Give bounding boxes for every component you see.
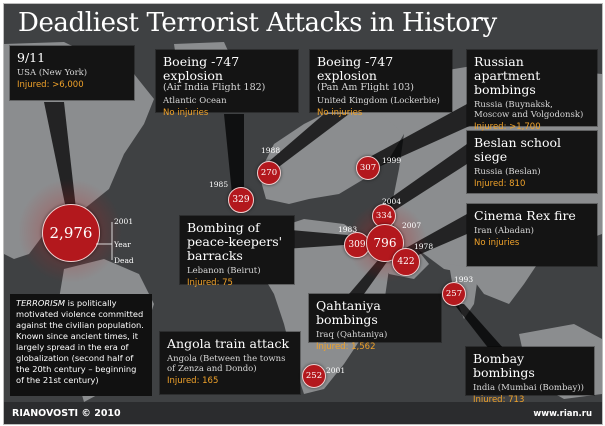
card-angola-location: Angola (Between the towns of Zenza and D… — [167, 354, 286, 374]
year-beslan: 2004 — [382, 197, 402, 206]
card-cinema-rex-injured: No injuries — [474, 238, 520, 248]
year-qahtaniya: 2007 — [402, 221, 422, 230]
callout-beam-pan-am — [266, 114, 349, 169]
page-title: Deadliest Terrorist Attacks in History — [18, 8, 497, 38]
card-bombay: Bombay bombings India (Mumbai (Bombay)) … — [466, 347, 594, 405]
card-bombay-title: Bombay bombings — [473, 351, 535, 380]
card-bombay-location: India (Mumbai (Bombay)) — [473, 383, 584, 393]
card-911: 9/11 USA (New York) Injured: >6,000 — [10, 46, 134, 100]
card-pan-am-injured: No injuries — [317, 108, 363, 118]
card-cinema-rex: Cinema Rex fire Iran (Abadan) No injurie… — [467, 204, 597, 266]
marker-cinema-rex: 422 — [392, 248, 420, 276]
note-term: TERRORISM — [16, 298, 66, 308]
card-beslan-title: Beslan school siege — [474, 135, 561, 164]
card-air-india: Boeing -747 explosion (Air India Flight … — [156, 50, 298, 118]
brand-logo: RIANOVOSTI © 2010 — [12, 408, 121, 419]
note-text: is politically motivated violence commit… — [16, 298, 144, 385]
card-angola-injured: Injured: 165 — [167, 376, 219, 386]
card-air-india-injured: No injuries — [163, 108, 209, 118]
card-russian-apartment-injured: Injured: >1,700 — [474, 122, 541, 132]
card-911-title: 9/11 — [17, 50, 46, 65]
card-barracks: Bombing of peace-keepers' barracks Leban… — [180, 216, 294, 288]
card-pan-am: Boeing -747 explosion (Pan Am Flight 103… — [310, 50, 452, 118]
card-cinema-rex-location: Iran (Abadan) — [474, 226, 534, 236]
marker-cinema-rex-deaths: 422 — [397, 257, 415, 267]
year-angola: 2001 — [326, 366, 346, 375]
card-bombay-injured: Injured: 713 — [473, 395, 525, 405]
card-russian-apartment-title: Russian apartment bombings — [474, 54, 541, 97]
card-barracks-injured: Injured: 75 — [187, 278, 233, 288]
year-911: 2001 — [114, 217, 134, 226]
card-beslan-injured: Injured: 810 — [474, 179, 526, 189]
definition-note: TERRORISM is politically motivated viole… — [10, 294, 152, 396]
legend-connector — [96, 222, 113, 260]
marker-russian-apartment: 307 — [356, 156, 380, 180]
marker-air-india-deaths: 329 — [232, 195, 250, 205]
card-qahtaniya: Qahtaniya bombings Iraq (Qahtaniya) Inju… — [309, 294, 441, 352]
marker-barracks-deaths: 309 — [348, 240, 366, 250]
year-russian-apartment: 1999 — [382, 156, 402, 165]
year-barracks: 1983 — [338, 225, 358, 234]
marker-bombay: 257 — [442, 282, 466, 306]
marker-qahtaniya-deaths: 796 — [373, 236, 397, 250]
card-beslan: Beslan school siege Russia (Beslan) Inju… — [467, 131, 597, 193]
card-qahtaniya-title: Qahtaniya bombings — [316, 298, 381, 327]
marker-russian-apartment-deaths: 307 — [359, 163, 377, 173]
legend-year: Year — [114, 240, 131, 249]
marker-pan-am-deaths: 270 — [260, 168, 278, 178]
marker-beslan-deaths: 334 — [375, 211, 393, 221]
infographic: Deadliest Terrorist Attacks in History 9… — [3, 3, 603, 425]
card-cinema-rex-title: Cinema Rex fire — [474, 208, 576, 223]
year-pan-am: 1988 — [261, 146, 281, 155]
card-air-india-subtitle: (Air India Flight 182) — [163, 82, 266, 93]
card-pan-am-location: United Kingdom (Lockerbie) — [317, 96, 440, 106]
card-911-injured: Injured: >6,000 — [17, 80, 84, 90]
card-russian-apartment-location: Russia (Buynaksk, Moscow and Volgodonsk) — [474, 100, 584, 120]
year-cinema-rex: 1978 — [414, 242, 434, 251]
marker-angola: 252 — [302, 364, 326, 388]
card-russian-apartment: Russian apartment bombings Russia (Buyna… — [467, 50, 597, 132]
marker-bombay-deaths: 257 — [445, 289, 463, 299]
marker-pan-am: 270 — [257, 161, 281, 185]
card-barracks-title: Bombing of peace-keepers' barracks — [187, 220, 283, 263]
callout-beam-air-india — [224, 114, 244, 194]
card-air-india-location: Atlantic Ocean — [163, 96, 227, 106]
footer-bar — [4, 402, 602, 424]
card-beslan-location: Russia (Beslan) — [474, 167, 541, 177]
marker-air-india: 329 — [228, 187, 254, 213]
card-qahtaniya-injured: Injured: 1,562 — [316, 342, 376, 352]
callout-beam-beslan — [382, 144, 467, 214]
callout-beam-russia — [366, 104, 474, 169]
card-barracks-location: Lebanon (Beirut) — [187, 266, 261, 276]
card-air-india-title: Boeing -747 explosion — [163, 54, 240, 83]
card-angola: Angola train attack Angola (Between the … — [160, 332, 300, 394]
card-pan-am-subtitle: (Pan Am Flight 103) — [317, 82, 414, 93]
card-pan-am-title: Boeing -747 explosion — [317, 54, 394, 83]
marker-angola-deaths: 252 — [305, 371, 323, 381]
land-europe — [259, 99, 404, 204]
card-911-location: USA (New York) — [17, 68, 88, 78]
source-url[interactable]: www.rian.ru — [533, 409, 592, 419]
year-bombay: 1993 — [454, 275, 474, 284]
callout-beam-bombay — [454, 304, 504, 349]
year-air-india: 1985 — [209, 180, 229, 189]
callout-beam-barracks — [279, 229, 359, 249]
marker-911-deaths: 2,976 — [49, 224, 93, 242]
marker-911: 2,976 — [42, 204, 100, 262]
card-qahtaniya-location: Iraq (Qahtaniya) — [316, 330, 388, 340]
card-angola-title: Angola train attack — [167, 336, 290, 351]
legend-dead: Dead — [114, 256, 134, 265]
